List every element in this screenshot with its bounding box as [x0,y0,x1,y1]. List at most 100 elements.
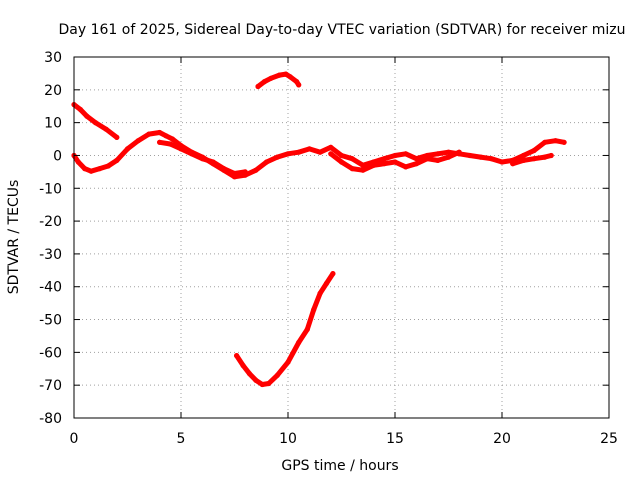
data-point [199,156,205,162]
data-point [306,146,312,152]
data-point [255,83,261,90]
data-point [167,141,173,147]
data-point [268,75,274,81]
data-point [328,151,334,157]
data-point [456,149,462,155]
data-point [92,120,98,126]
data-point [274,372,280,378]
data-point [413,156,419,162]
x-axis-label: GPS time / hours [281,458,398,474]
y-tick-label: -80 [39,411,62,427]
data-point [548,152,554,159]
chart-title: Day 161 of 2025, Sidereal Day-to-day VTE… [59,22,626,38]
y-tick-label: -70 [39,378,62,394]
data-point [221,166,227,172]
data-point [561,139,567,145]
y-tick-label: -10 [39,181,62,197]
data-point [75,159,81,165]
data-point [261,79,268,85]
data-point [103,126,109,132]
data-point [114,134,120,140]
data-point [413,161,419,167]
data-point [381,156,387,162]
data-point [163,133,169,139]
x-tick-label: 0 [70,431,79,447]
data-point [157,129,163,136]
y-tick-label: -50 [39,313,62,329]
data-point [542,154,548,160]
data-point [311,307,317,313]
data-point [135,138,141,144]
data-point [82,166,88,172]
data-point [240,362,246,369]
data-point [264,159,270,165]
data-point [435,157,441,163]
data-point [296,82,302,88]
data-point [296,149,302,155]
data-point [259,381,265,388]
data-point [403,164,409,170]
data-point [520,152,527,159]
data-point [349,166,355,172]
data-point [242,169,248,175]
data-point [234,353,240,359]
data-point [253,377,259,383]
data-point [531,147,537,154]
data-point [328,144,334,150]
y-tick-label: 10 [44,116,62,132]
x-tick-label: 10 [279,431,297,447]
data-point [445,149,452,155]
x-tick-label: 25 [600,431,618,447]
y-tick-label: -60 [39,345,62,361]
y-tick-label: -30 [39,247,62,263]
data-point [285,359,291,365]
y-tick-label: -40 [39,280,62,296]
data-point [531,156,537,162]
data-point [317,290,323,296]
y-axis-label: SDTVAR / TECUs [6,180,22,295]
data-point [435,151,441,157]
data-point [499,159,505,165]
x-tick-label: 20 [493,431,511,447]
data-point [276,72,282,78]
data-point [510,161,516,167]
data-point [287,74,293,80]
x-tick-label: 5 [177,431,186,447]
data-point [392,152,398,159]
data-point [349,156,355,162]
data-point [488,156,494,162]
data-point [403,151,409,157]
data-point [178,146,184,152]
data-point [360,162,366,168]
data-point [189,151,195,157]
data-point [146,131,152,137]
plot-frame [73,56,610,419]
data-point [520,157,527,163]
data-point [253,167,259,173]
data-point [157,139,163,145]
y-tick-label: 30 [44,50,62,66]
data-point [296,339,302,346]
data-point [392,159,398,165]
series-layer [71,71,567,388]
y-tick-label: 20 [44,83,62,99]
data-point [124,146,131,152]
data-point [330,271,336,277]
data-point [445,154,452,160]
y-tick-label: -20 [39,214,62,230]
data-point [169,136,175,142]
data-point [231,170,238,177]
data-point [381,161,387,167]
x-tick-label: 15 [386,431,404,447]
data-point [274,154,280,160]
data-point [114,157,120,163]
data-point [304,326,310,332]
data-point [467,152,473,159]
data-point [88,168,94,174]
data-point [338,152,345,159]
y-tick-label: 0 [53,148,62,164]
data-point [246,371,253,377]
data-point [84,113,90,119]
